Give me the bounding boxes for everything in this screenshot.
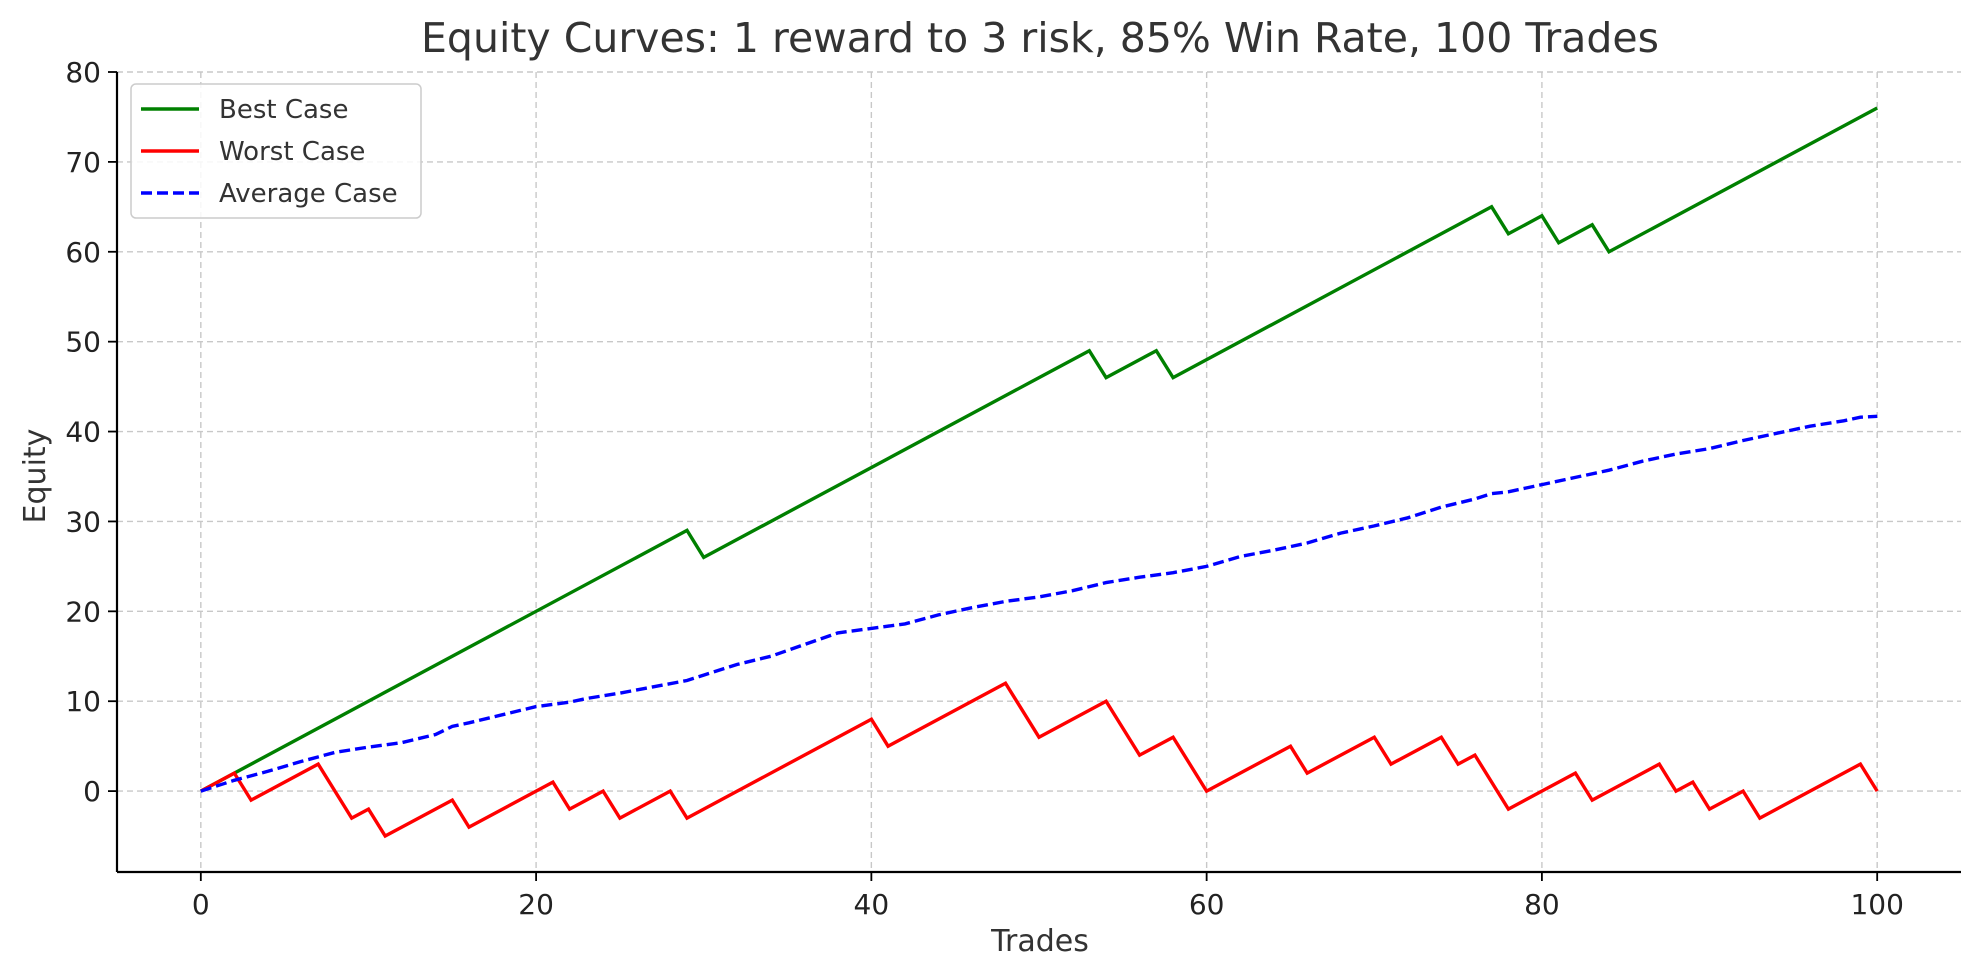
best-case-line [199, 106, 1879, 793]
y-tick-label: 60 [65, 236, 101, 269]
series-layer [199, 106, 1879, 839]
chart-title: Equity Curves: 1 reward to 3 risk, 85% W… [421, 14, 1659, 62]
y-tick-label: 30 [65, 505, 101, 538]
y-tick-label: 10 [65, 685, 101, 718]
legend-box [130, 83, 422, 219]
y-tick-label: 0 [83, 775, 101, 808]
x-tick-label: 0 [192, 888, 210, 921]
legend-label-average-case: Average Case [219, 179, 398, 209]
y-tick-label: 70 [65, 146, 101, 179]
worst-case-line [199, 680, 1879, 839]
y-axis-label: Equity [18, 429, 53, 524]
y-tick-label: 80 [65, 56, 101, 89]
grid [117, 71, 1961, 872]
y-tick-label: 50 [65, 326, 101, 359]
legend-label-worst-case: Worst Case [219, 137, 365, 167]
average-case-line [200, 414, 1878, 793]
x-axis-label: Trades [990, 924, 1089, 959]
x-tick-label: 20 [518, 888, 554, 921]
legend: Best Case Worst Case Average Case [130, 83, 422, 219]
x-tick-label: 80 [1524, 888, 1560, 921]
x-tick-label: 100 [1850, 888, 1903, 921]
axes: 0 20 40 60 80 100 0 10 20 30 40 50 60 70 80 [65, 56, 1961, 921]
x-tick-label: 40 [854, 888, 890, 921]
x-tick-label: 60 [1189, 888, 1225, 921]
y-tick-label: 20 [65, 595, 101, 628]
legend-label-best-case: Best Case [219, 95, 348, 125]
y-tick-label: 40 [65, 416, 101, 449]
